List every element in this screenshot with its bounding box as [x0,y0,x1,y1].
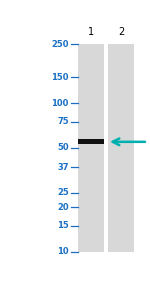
Bar [78,44,104,252]
Text: 1: 1 [88,28,94,38]
Bar [108,44,134,252]
Text: 150: 150 [51,73,69,82]
Text: 75: 75 [57,117,69,126]
Text: 250: 250 [51,40,69,49]
Text: 100: 100 [51,99,69,108]
Text: 10: 10 [57,247,69,256]
Text: 20: 20 [57,202,69,212]
Text: 50: 50 [57,144,69,152]
Bar [78,139,104,144]
Text: 37: 37 [57,163,69,172]
Text: 25: 25 [57,188,69,197]
Text: 2: 2 [118,28,124,38]
Text: 15: 15 [57,221,69,230]
